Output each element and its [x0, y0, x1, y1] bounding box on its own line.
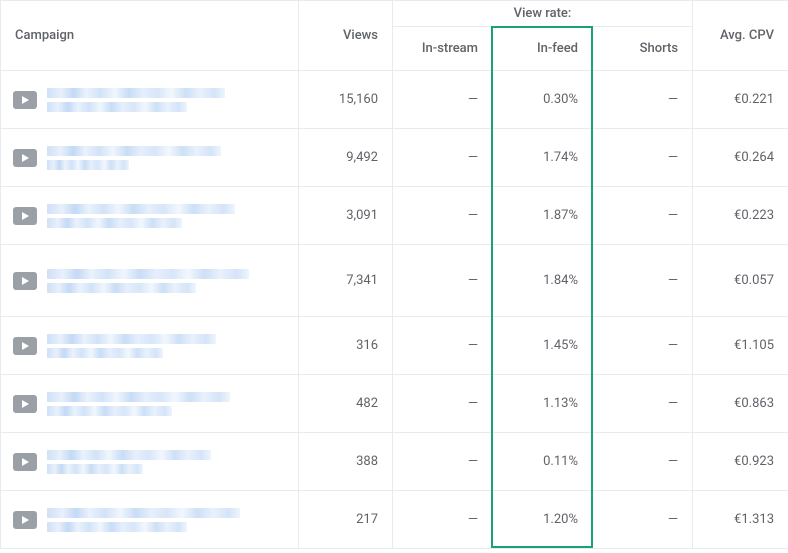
campaign-cell[interactable] — [1, 387, 298, 421]
video-icon — [13, 511, 37, 529]
campaign-name-redacted — [47, 503, 288, 537]
campaign-cell[interactable] — [1, 503, 298, 537]
header-in-feed[interactable]: In-feed — [493, 27, 593, 71]
video-icon — [13, 337, 37, 355]
header-avg-cpv[interactable]: Avg. CPV — [693, 1, 788, 71]
video-icon — [13, 149, 37, 167]
in-feed-cell: 1.87% — [493, 187, 593, 245]
video-icon — [13, 272, 37, 290]
views-cell: 9,492 — [299, 129, 393, 187]
header-view-rate-group: View rate: — [393, 1, 693, 27]
views-cell: 482 — [299, 375, 393, 433]
in-feed-cell: 1.13% — [493, 375, 593, 433]
views-cell: 7,341 — [299, 245, 393, 317]
table-row[interactable]: 3,091—1.87%—€0.223 — [1, 187, 788, 245]
campaign-cell[interactable] — [1, 445, 298, 479]
campaign-name-redacted — [47, 387, 288, 421]
header-in-stream[interactable]: In-stream — [393, 27, 493, 71]
shorts-cell: — — [593, 245, 693, 317]
shorts-cell: — — [593, 129, 693, 187]
table-row[interactable]: 482—1.13%—€0.863 — [1, 375, 788, 433]
shorts-cell: — — [593, 71, 693, 129]
views-cell: 388 — [299, 433, 393, 491]
table-row[interactable]: 15,160—0.30%—€0.221 — [1, 71, 788, 129]
table-row[interactable]: 7,341—1.84%—€0.057 — [1, 245, 788, 317]
table-row[interactable]: 316—1.45%—€1.105 — [1, 317, 788, 375]
views-cell: 15,160 — [299, 71, 393, 129]
table-row[interactable]: 388—0.11%—€0.923 — [1, 433, 788, 491]
avg-cpv-cell: €0.923 — [693, 433, 788, 491]
in-stream-cell: — — [393, 433, 493, 491]
avg-cpv-cell: €0.223 — [693, 187, 788, 245]
campaign-name-redacted — [47, 264, 288, 298]
campaign-cell[interactable] — [1, 141, 298, 175]
video-icon — [13, 395, 37, 413]
in-feed-cell: 1.45% — [493, 317, 593, 375]
avg-cpv-cell: €0.863 — [693, 375, 788, 433]
campaign-cell[interactable] — [1, 199, 298, 233]
avg-cpv-cell: €0.221 — [693, 71, 788, 129]
avg-cpv-cell: €1.313 — [693, 491, 788, 549]
campaign-table: Campaign Views View rate: Avg. CPV In-st… — [0, 0, 788, 549]
in-feed-cell: 1.84% — [493, 245, 593, 317]
shorts-cell: — — [593, 433, 693, 491]
campaign-name-redacted — [47, 329, 288, 363]
header-shorts[interactable]: Shorts — [593, 27, 693, 71]
table-row[interactable]: 9,492—1.74%—€0.264 — [1, 129, 788, 187]
campaign-name-redacted — [47, 199, 288, 233]
shorts-cell: — — [593, 491, 693, 549]
views-cell: 316 — [299, 317, 393, 375]
in-stream-cell: — — [393, 375, 493, 433]
shorts-cell: — — [593, 375, 693, 433]
in-stream-cell: — — [393, 187, 493, 245]
video-icon — [13, 207, 37, 225]
table-row[interactable]: 217—1.20%—€1.313 — [1, 491, 788, 549]
in-stream-cell: — — [393, 491, 493, 549]
in-stream-cell: — — [393, 129, 493, 187]
avg-cpv-cell: €1.105 — [693, 317, 788, 375]
in-feed-cell: 0.30% — [493, 71, 593, 129]
campaign-name-redacted — [47, 83, 288, 117]
campaign-name-redacted — [47, 445, 288, 479]
in-stream-cell: — — [393, 317, 493, 375]
in-stream-cell: — — [393, 71, 493, 129]
in-feed-cell: 1.74% — [493, 129, 593, 187]
campaign-name-redacted — [47, 141, 288, 175]
campaign-table-container: Campaign Views View rate: Avg. CPV In-st… — [0, 0, 788, 549]
campaign-cell[interactable] — [1, 264, 298, 298]
in-stream-cell: — — [393, 245, 493, 317]
video-icon — [13, 91, 37, 109]
campaign-cell[interactable] — [1, 83, 298, 117]
header-campaign[interactable]: Campaign — [1, 1, 299, 71]
in-feed-cell: 0.11% — [493, 433, 593, 491]
in-feed-cell: 1.20% — [493, 491, 593, 549]
avg-cpv-cell: €0.264 — [693, 129, 788, 187]
shorts-cell: — — [593, 187, 693, 245]
header-views[interactable]: Views — [299, 1, 393, 71]
avg-cpv-cell: €0.057 — [693, 245, 788, 317]
campaign-cell[interactable] — [1, 329, 298, 363]
video-icon — [13, 453, 37, 471]
views-cell: 3,091 — [299, 187, 393, 245]
shorts-cell: — — [593, 317, 693, 375]
views-cell: 217 — [299, 491, 393, 549]
